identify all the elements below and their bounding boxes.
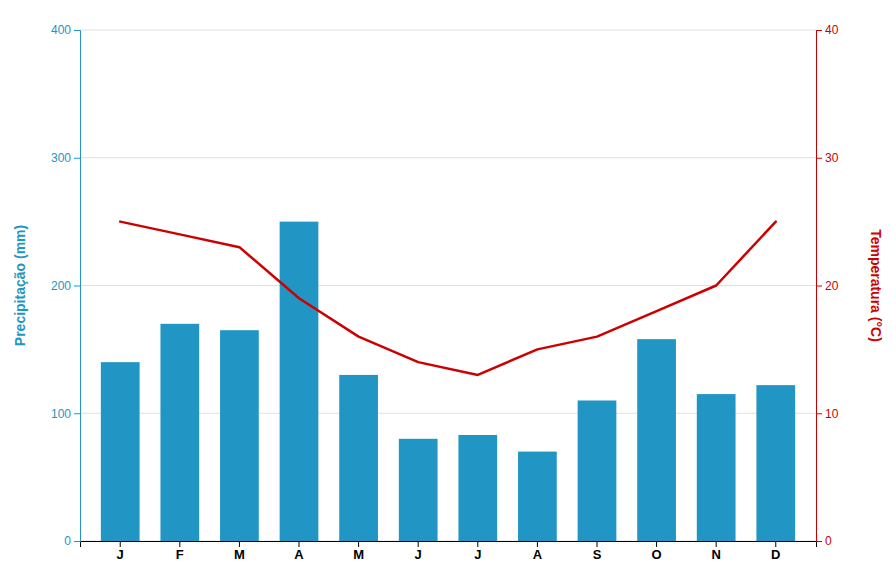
tick-mark: [477, 541, 478, 547]
tick: 40: [816, 23, 839, 37]
axis-domain: [817, 31, 823, 542]
tick-mark: [74, 158, 80, 159]
tick: F: [176, 541, 184, 562]
line: [120, 222, 776, 375]
tick-label: A: [294, 547, 304, 562]
y-axis-title: Precipitação (mm): [12, 225, 28, 346]
tick: 400: [51, 23, 80, 37]
marks: [101, 222, 795, 541]
tick-label: J: [474, 547, 481, 562]
tick: 200: [51, 279, 80, 293]
tick: 100: [51, 407, 80, 421]
tick: 0: [816, 534, 832, 548]
tick-mark: [816, 413, 822, 414]
bar: [756, 385, 795, 541]
tick-mark: [596, 541, 597, 547]
tick-mark: [74, 541, 80, 542]
tick-label: J: [117, 547, 124, 562]
tick: S: [593, 541, 602, 562]
tick: 10: [816, 407, 839, 421]
tick-mark: [816, 541, 822, 542]
tick-label: 0: [825, 534, 832, 548]
tick-mark: [358, 541, 359, 547]
tick-label: F: [176, 547, 184, 562]
bar: [160, 324, 199, 541]
tick: J: [415, 541, 422, 562]
tick: J: [474, 541, 481, 562]
tick: J: [117, 541, 124, 562]
tick: M: [234, 541, 245, 562]
tick-label: D: [771, 547, 780, 562]
tick-mark: [418, 541, 419, 547]
y2-axis: 0 10 20 30 40: [816, 23, 839, 548]
bar: [339, 375, 378, 541]
tick-mark: [74, 413, 80, 414]
tick-mark: [74, 30, 80, 31]
tick-mark: [74, 286, 80, 287]
tick-mark: [239, 541, 240, 547]
grid-line: [80, 285, 816, 286]
grid-line: [80, 30, 816, 31]
tick-mark: [816, 158, 822, 159]
tick-label: 20: [825, 279, 839, 293]
tick: 20: [816, 279, 839, 293]
tick: N: [711, 541, 720, 562]
grid-line: [80, 157, 816, 158]
tick-mark: [179, 541, 180, 547]
tick-mark: [537, 541, 538, 547]
tick: M: [353, 541, 364, 562]
grid: [80, 30, 816, 541]
chart: J F M A M J J A S O N D 0 100 200 300 400 0 10 20 30 40 Precip…: [0, 0, 896, 586]
tick-label: J: [415, 547, 422, 562]
tick-label: 100: [51, 407, 71, 421]
bar: [697, 394, 736, 541]
tick-mark: [775, 541, 776, 547]
tick-mark: [816, 286, 822, 287]
tick: A: [294, 541, 304, 562]
tick-mark: [299, 541, 300, 547]
tick: A: [533, 541, 543, 562]
tick-label: O: [652, 547, 662, 562]
y2-axis-title: Temperatura (°C): [868, 229, 884, 342]
tick-label: S: [593, 547, 602, 562]
tick: 0: [64, 534, 80, 548]
tick: O: [652, 541, 662, 562]
tick-label: M: [353, 547, 364, 562]
tick-label: 200: [51, 279, 71, 293]
y-axis: 0 100 200 300 400: [51, 23, 81, 548]
tick-label: 40: [825, 23, 839, 37]
tick: 30: [816, 151, 839, 165]
bar: [280, 222, 319, 541]
x-axis: JFMAMJJASOND: [81, 541, 817, 562]
bar: [578, 400, 617, 541]
bar: [220, 330, 259, 541]
bar: [101, 362, 140, 541]
bar: [458, 435, 497, 541]
tick: D: [771, 541, 780, 562]
plot: J F M A M J J A S O N D 0 100 200 300 400 0 10 20 30 40 Precip…: [12, 23, 884, 562]
axis-domain: [74, 31, 81, 542]
tick-label: 10: [825, 407, 839, 421]
tick-label: 300: [51, 151, 71, 165]
bar-series: [101, 222, 795, 541]
tick-mark: [816, 30, 822, 31]
bar: [399, 439, 438, 541]
bar: [518, 452, 557, 541]
tick-label: N: [711, 547, 720, 562]
tick-mark: [716, 541, 717, 547]
tick-mark: [120, 541, 121, 547]
tick-label: A: [533, 547, 543, 562]
tick: 300: [51, 151, 80, 165]
bar: [637, 339, 676, 541]
axis-domain: [81, 542, 817, 548]
tick-label: M: [234, 547, 245, 562]
tick-label: 0: [64, 534, 71, 548]
tick-mark: [656, 541, 657, 547]
tick-label: 400: [51, 23, 71, 37]
tick-label: 30: [825, 151, 839, 165]
